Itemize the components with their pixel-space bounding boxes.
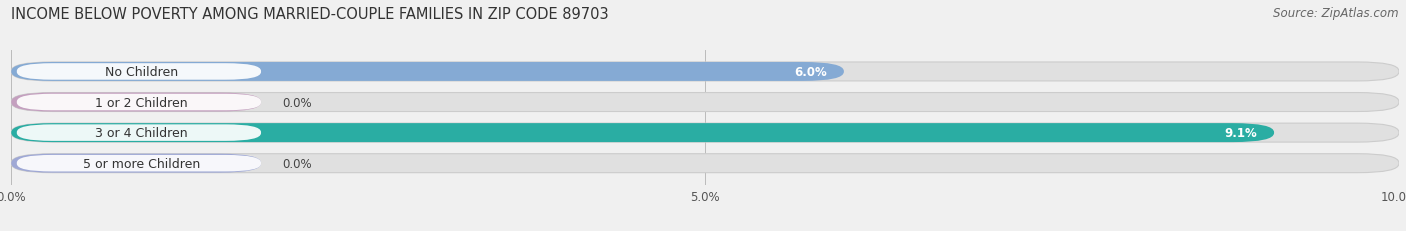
Text: 0.0%: 0.0%: [281, 157, 312, 170]
FancyBboxPatch shape: [17, 125, 262, 141]
Text: 6.0%: 6.0%: [794, 66, 827, 79]
Text: Source: ZipAtlas.com: Source: ZipAtlas.com: [1274, 7, 1399, 20]
FancyBboxPatch shape: [11, 124, 1274, 143]
Text: No Children: No Children: [105, 66, 179, 79]
FancyBboxPatch shape: [11, 93, 1399, 112]
FancyBboxPatch shape: [11, 124, 1399, 143]
Text: 1 or 2 Children: 1 or 2 Children: [96, 96, 188, 109]
FancyBboxPatch shape: [11, 63, 844, 82]
Text: 5 or more Children: 5 or more Children: [83, 157, 200, 170]
FancyBboxPatch shape: [11, 63, 1399, 82]
Text: 0.0%: 0.0%: [281, 96, 312, 109]
Text: INCOME BELOW POVERTY AMONG MARRIED-COUPLE FAMILIES IN ZIP CODE 89703: INCOME BELOW POVERTY AMONG MARRIED-COUPL…: [11, 7, 609, 22]
Text: 3 or 4 Children: 3 or 4 Children: [96, 127, 188, 140]
FancyBboxPatch shape: [17, 94, 262, 111]
FancyBboxPatch shape: [17, 155, 262, 172]
FancyBboxPatch shape: [11, 93, 262, 112]
FancyBboxPatch shape: [11, 154, 1399, 173]
FancyBboxPatch shape: [17, 64, 262, 80]
FancyBboxPatch shape: [11, 154, 262, 173]
Text: 9.1%: 9.1%: [1225, 127, 1257, 140]
